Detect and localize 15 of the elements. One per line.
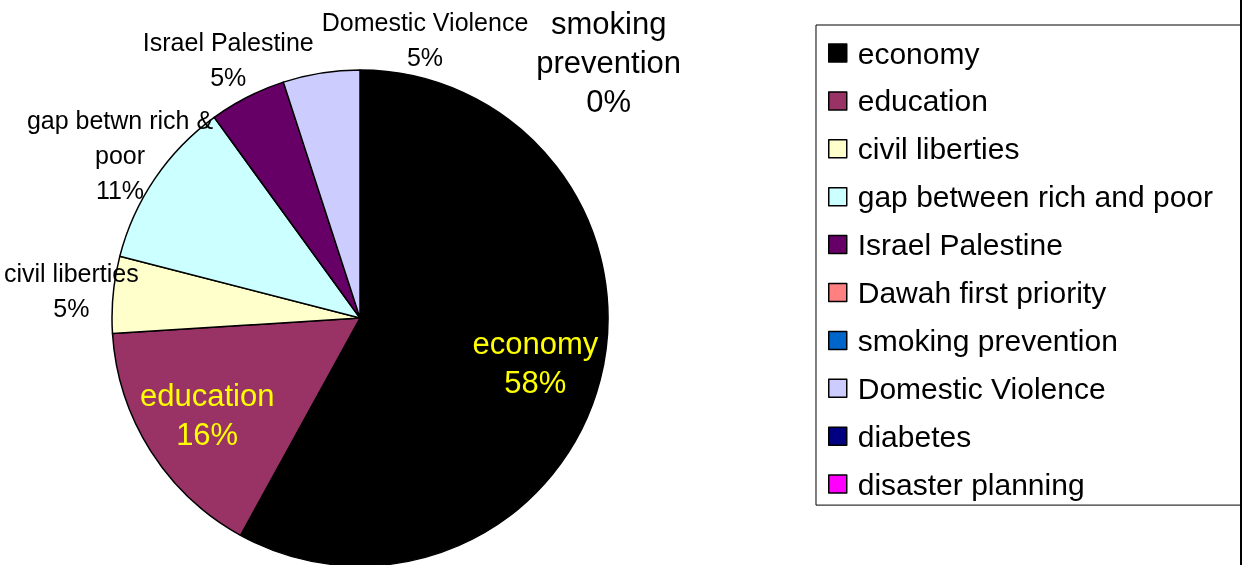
legend-label: education (857, 84, 988, 118)
legend-label: diabetes (857, 419, 972, 453)
legend-label: disaster planning (857, 467, 1085, 501)
data-label: education 16% (139, 378, 275, 453)
legend-label: gap between rich and poor (857, 180, 1214, 214)
legend-label: Dawah first priority (857, 276, 1107, 309)
legend-label: civil liberties (857, 132, 1020, 166)
data-label: economy 58% (472, 326, 599, 401)
legend-label: Domestic Violence (857, 371, 1106, 405)
legend-label: economy (857, 36, 980, 70)
data-label: Israel Palestine 5% (142, 27, 314, 91)
data-label: Domestic Violence 5% (321, 7, 529, 71)
legend-label: smoking prevention (857, 323, 1118, 357)
text: smoking prevention 0% (536, 6, 682, 119)
legend-label: Israel Palestine (857, 228, 1063, 262)
